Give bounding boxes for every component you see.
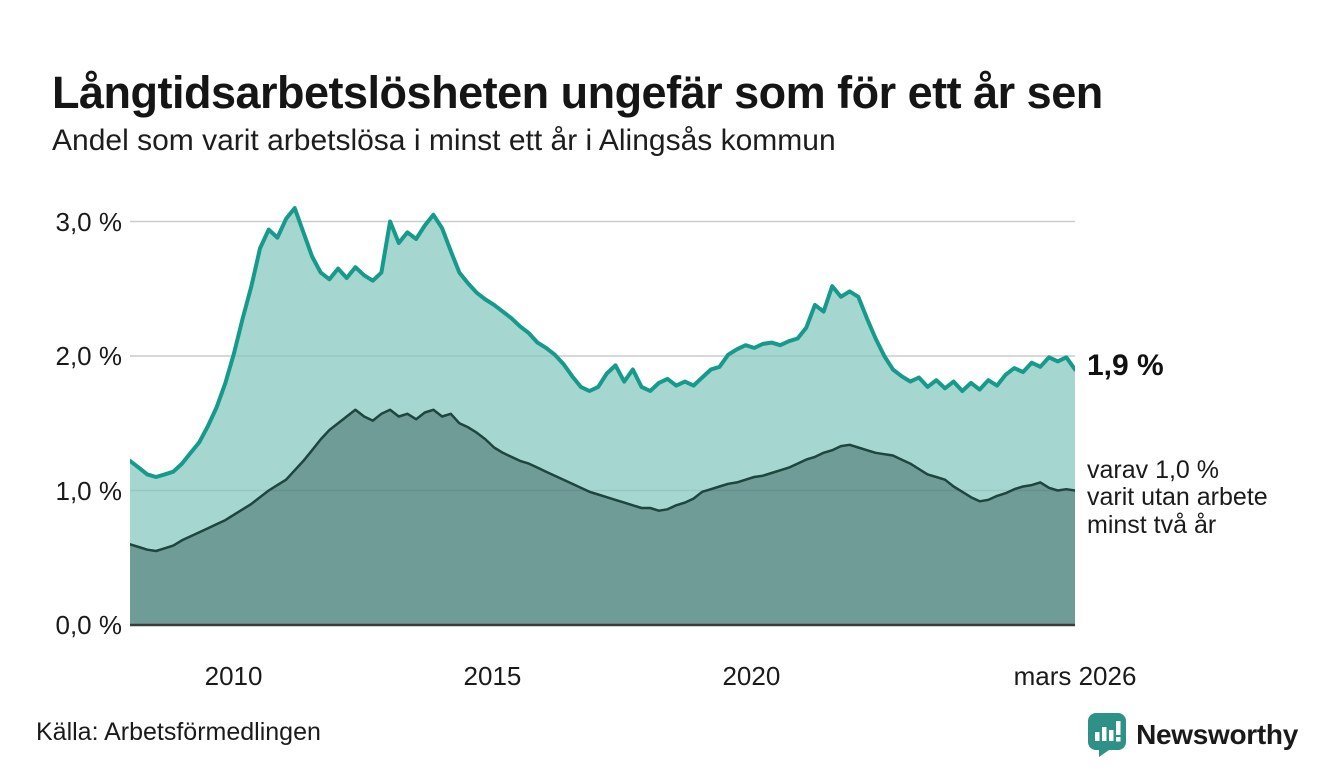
- stacked-area-plot: [130, 206, 1075, 627]
- newsworthy-wordmark: Newsworthy: [1136, 718, 1298, 750]
- chart-subtitle: Andel som varit arbetslösa i minst ett å…: [52, 124, 836, 157]
- newsworthy-speech-bubble-bar-chart-icon: [1088, 713, 1127, 757]
- end-value-label-total: 1,9 %: [1087, 349, 1164, 382]
- line-total: [130, 206, 1075, 479]
- end-value-label-two-year: varav 1,0 % varit utan arbete minst två …: [1087, 456, 1268, 539]
- x-axis-label: 2010: [204, 661, 263, 691]
- x-axis-label: mars 2026: [1013, 661, 1137, 691]
- x-axis-label: 2020: [722, 661, 781, 691]
- x-axis-label: 2015: [463, 661, 522, 691]
- source-attribution: Källa: Arbetsförmedlingen: [36, 718, 321, 746]
- line-two-year: [130, 408, 1075, 553]
- newsworthy-logo: Newsworthy: [1087, 712, 1298, 757]
- page-title: Långtidsarbetslösheten ungefär som för e…: [52, 67, 1103, 119]
- y-axis-label: 3,0 %: [55, 206, 123, 237]
- y-axis-label: 2,0 %: [55, 341, 123, 371]
- area-two-year-fill: [130, 409, 1075, 625]
- y-axis-label: 0,0 %: [55, 610, 123, 640]
- y-axis-label: 1,0 %: [55, 475, 123, 506]
